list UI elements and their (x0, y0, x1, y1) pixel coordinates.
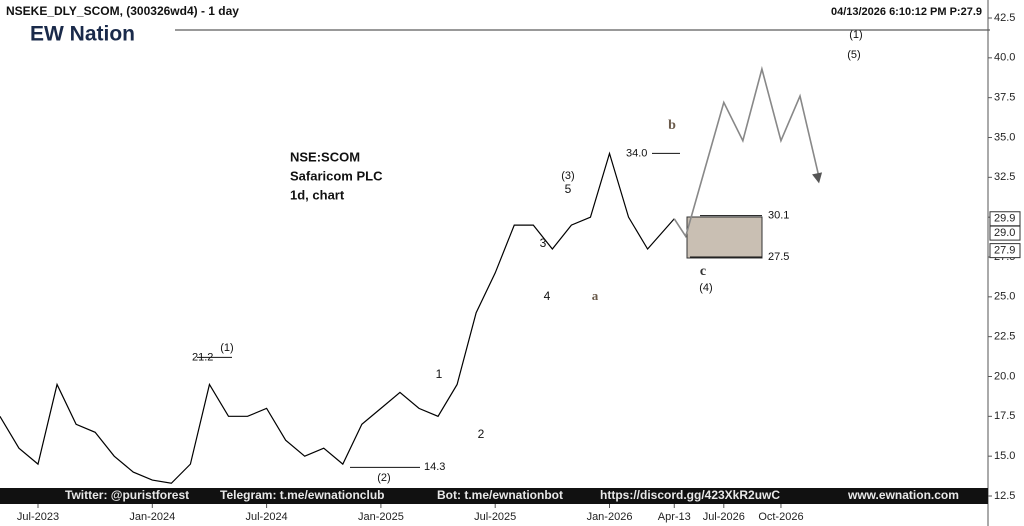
wave-label: (2) (377, 472, 390, 484)
footer-text: Telegram: t.me/ewnationclub (220, 488, 384, 502)
wave-label: 4 (544, 289, 551, 303)
y-tick-label: 15.0 (994, 450, 1015, 462)
wave-label: (4) (699, 282, 712, 294)
subtitle: NSE:SCOM (290, 149, 360, 164)
wave-label: b (668, 118, 676, 133)
level-label: 34.0 (626, 147, 647, 159)
y-tick-label: 12.5 (994, 490, 1015, 502)
x-tick-label: Apr-13 (658, 511, 691, 523)
price-tag (989, 225, 1021, 241)
logo: EW Nation (30, 23, 135, 46)
y-tick-label: 40.0 (994, 52, 1015, 64)
y-tick-label: 37.5 (994, 92, 1015, 104)
x-tick-label: Jul-2026 (703, 511, 745, 523)
wave-label: (5) (847, 49, 860, 61)
footer-bar (0, 488, 988, 504)
wave-label: 3 (540, 236, 547, 250)
footer-text: Twitter: @puristforest (65, 488, 189, 502)
wave-label: a (592, 288, 599, 303)
level-label: 14.3 (424, 461, 445, 473)
price-tag (989, 243, 1021, 259)
footer-text: www.ewnation.com (847, 488, 959, 502)
y-tick-label: 35.0 (994, 131, 1015, 143)
price-line (673, 65, 820, 239)
wave-label: 5 (565, 182, 572, 196)
wave-label: 1 (436, 367, 443, 381)
wave-label: c (700, 264, 706, 279)
price-tag-label: 27.9 (994, 245, 1015, 257)
chart-title: NSEKE_DLY_SCOM, (300326wd4) - 1 day (6, 4, 239, 18)
price-line (0, 151, 675, 484)
wave-label: 2 (478, 427, 485, 441)
y-tick-label: 22.5 (994, 331, 1015, 343)
y-tick-label: 20.0 (994, 370, 1015, 382)
x-tick-label: Jul-2025 (474, 511, 516, 523)
x-tick-label: Jul-2023 (17, 511, 59, 523)
level-label: 27.5 (768, 251, 789, 263)
y-tick-label: 17.5 (994, 410, 1015, 422)
y-tick-label: 32.5 (994, 171, 1015, 183)
x-tick-label: Oct-2026 (758, 511, 803, 523)
wave-label: (3) (561, 170, 574, 182)
footer-text: Bot: t.me/ewnationbot (437, 488, 563, 502)
level-label: 21.2 (192, 351, 213, 363)
x-tick-label: Jan-2025 (358, 511, 404, 523)
x-tick-label: Jan-2024 (129, 511, 175, 523)
target-box (686, 216, 763, 259)
subtitle: 1d, chart (290, 187, 345, 202)
subtitle: Safaricom PLC (290, 168, 383, 183)
arrow-head (812, 172, 823, 184)
price-tag-label: 29.0 (994, 227, 1015, 239)
wave-label: (1) (849, 29, 862, 41)
y-tick-label: 25.0 (994, 291, 1015, 303)
level-label: 30.1 (768, 209, 789, 221)
x-tick-label: Jul-2024 (245, 511, 287, 523)
y-tick-label: 42.5 (994, 12, 1015, 24)
price-tag-label: 29.9 (994, 213, 1015, 225)
timestamp: 04/13/2026 6:10:12 PM P:27.9 (831, 6, 982, 18)
x-tick-label: Jan-2026 (587, 511, 633, 523)
wave-label: (1) (220, 342, 233, 354)
footer-text: https://discord.gg/423XkR2uwC (600, 488, 780, 502)
